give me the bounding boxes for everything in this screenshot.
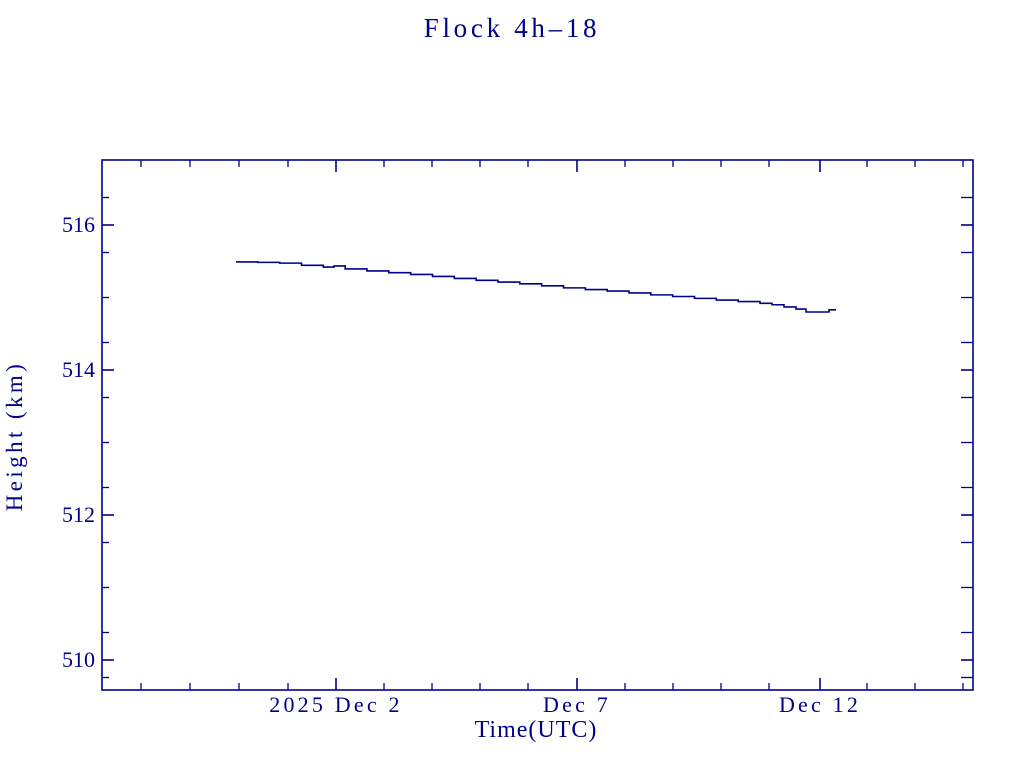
svg-text:2025 Dec 2: 2025 Dec 2 [269,692,402,717]
svg-text:Height (km): Height (km) [2,361,27,511]
svg-text:514: 514 [62,357,95,382]
svg-text:Flock 4h–18: Flock 4h–18 [424,13,600,43]
svg-text:Time(UTC): Time(UTC) [475,717,598,743]
svg-text:Dec 12: Dec 12 [779,692,861,717]
svg-text:510: 510 [62,647,95,672]
svg-text:Dec 7: Dec 7 [543,692,611,717]
svg-text:512: 512 [62,502,95,527]
svg-text:516: 516 [62,212,95,237]
